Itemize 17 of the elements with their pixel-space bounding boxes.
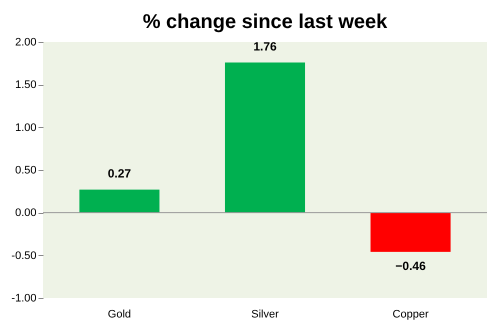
y-tick-label: -0.50: [11, 250, 36, 262]
bar: [370, 212, 451, 252]
y-tick-label: 0.50: [15, 164, 36, 176]
x-tick-label: Silver: [251, 308, 280, 320]
chart-title: % change since last week: [142, 11, 388, 33]
y-tick-label: 1.50: [15, 79, 36, 92]
data-label: −0.46: [395, 258, 426, 273]
data-label: 0.27: [108, 166, 132, 181]
y-tick-label: 0.00: [15, 207, 36, 220]
y-tick-label: 1.00: [15, 122, 36, 134]
bar: [79, 190, 160, 213]
data-label: 1.76: [253, 39, 277, 54]
x-tick-label: Copper: [392, 308, 429, 320]
y-tick-label: 2.00: [15, 36, 36, 48]
bar: [224, 62, 306, 213]
y-tick-label: -1.00: [11, 292, 36, 304]
x-tick-label: Gold: [108, 308, 132, 320]
